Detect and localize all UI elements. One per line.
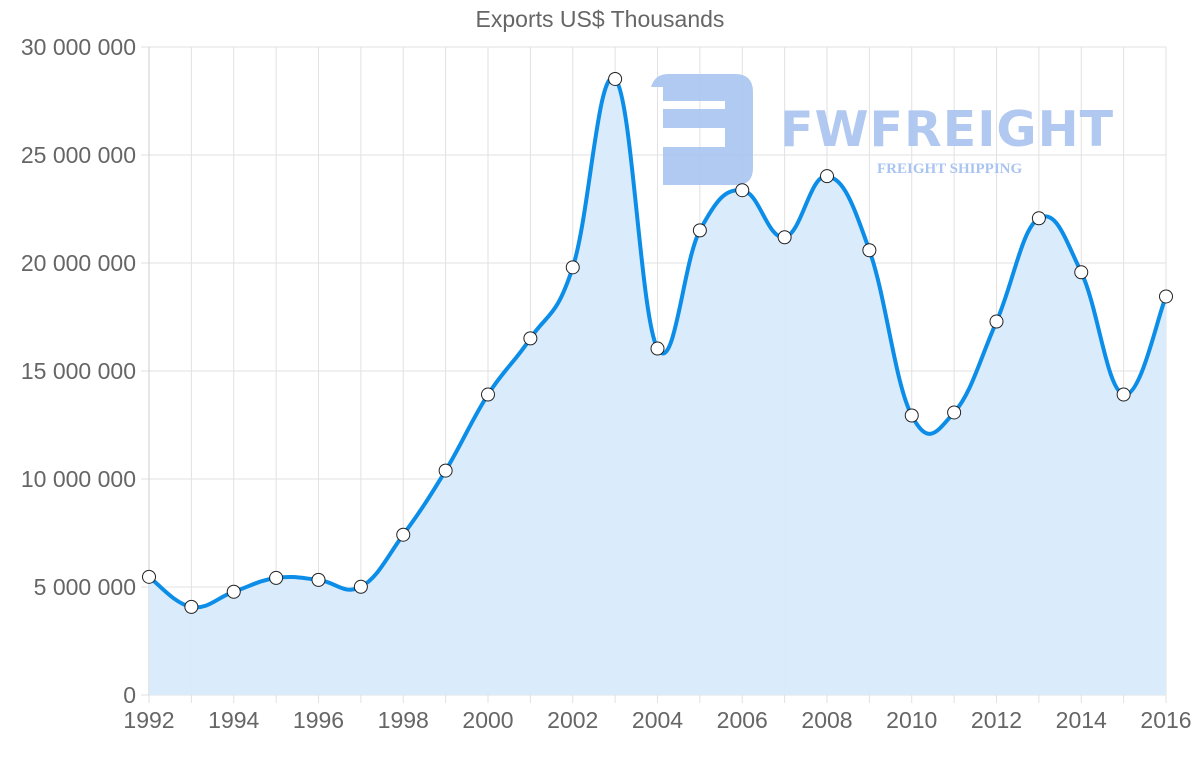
svg-text:2008: 2008 — [801, 707, 852, 733]
svg-text:5 000 000: 5 000 000 — [34, 574, 136, 600]
svg-text:20 000 000: 20 000 000 — [21, 250, 136, 276]
y-axis-labels: 0 5 000 000 10 000 000 15 000 000 20 000 000… — [21, 34, 136, 708]
svg-text:25 000 000: 25 000 000 — [21, 142, 136, 168]
svg-text:2012: 2012 — [971, 707, 1022, 733]
svg-text:2002: 2002 — [547, 707, 598, 733]
svg-text:1992: 1992 — [123, 707, 174, 733]
svg-text:2016: 2016 — [1140, 707, 1191, 733]
svg-text:30 000 000: 30 000 000 — [21, 34, 136, 60]
svg-text:2010: 2010 — [886, 707, 937, 733]
svg-text:10 000 000: 10 000 000 — [21, 466, 136, 492]
svg-text:0: 0 — [123, 682, 136, 708]
fwfreight-logo-icon — [651, 74, 753, 185]
chart-title: Exports US$ Thousands — [475, 6, 725, 32]
svg-text:2006: 2006 — [717, 707, 768, 733]
svg-text:2014: 2014 — [1056, 707, 1107, 733]
svg-text:1994: 1994 — [208, 707, 259, 733]
svg-text:1996: 1996 — [293, 707, 344, 733]
data-points — [142, 71, 1173, 614]
svg-text:1998: 1998 — [378, 707, 429, 733]
x-axis-labels: 1992 1994 1996 1998 2000 2002 2004 2006 2008 2010… — [123, 707, 1191, 733]
svg-text:15 000 000: 15 000 000 — [21, 358, 136, 384]
svg-text:2004: 2004 — [632, 707, 683, 733]
svg-text:2000: 2000 — [462, 707, 513, 733]
